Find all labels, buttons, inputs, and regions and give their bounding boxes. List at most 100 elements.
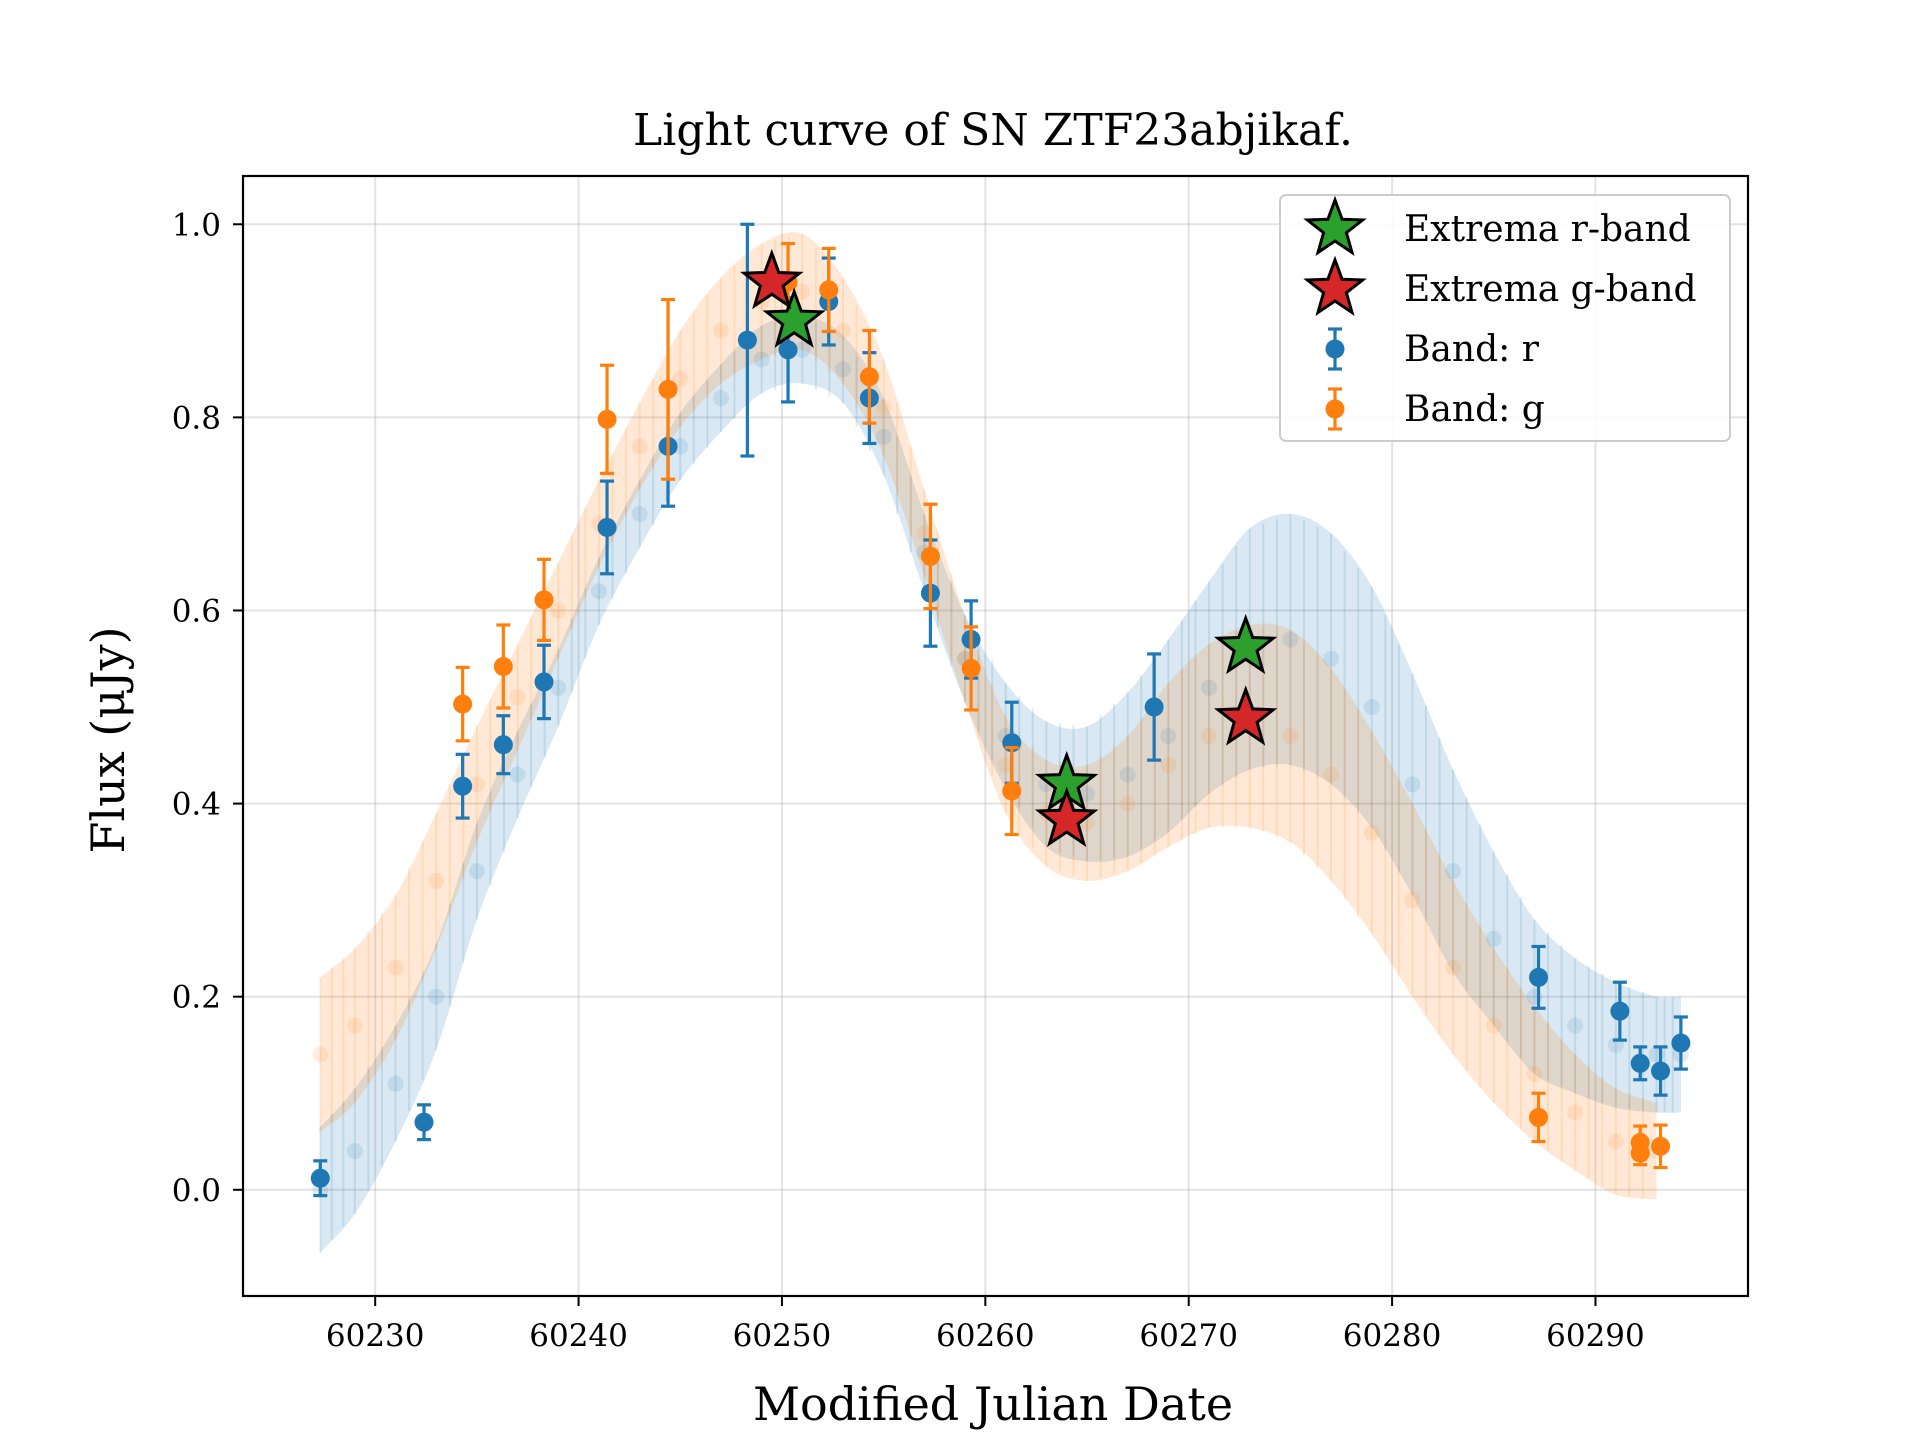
data-point: [453, 776, 473, 796]
data-point: [1144, 697, 1164, 717]
model-point: [712, 322, 729, 339]
model-point: [1119, 795, 1136, 812]
y-tick-label: 0.0: [172, 1173, 221, 1209]
y-axis-label: Flux (μJy): [81, 626, 135, 853]
data-point: [493, 735, 513, 755]
data-point: [737, 330, 757, 350]
data-point: [493, 656, 513, 676]
x-axis-label: Modified Julian Date: [753, 1377, 1233, 1431]
model-point: [875, 428, 892, 445]
axis-ticks: 60230 60240 60250 60260 60270 60280 60290 0.0 0.…: [172, 207, 1645, 1354]
model-point: [834, 322, 851, 339]
model-point: [997, 756, 1014, 773]
model-point: [312, 1046, 329, 1063]
data-point: [819, 280, 839, 300]
y-tick-label: 0.8: [172, 400, 221, 436]
model-point: [1445, 959, 1462, 976]
model-point: [1445, 863, 1462, 880]
model-point: [753, 351, 770, 368]
data-point: [1630, 1132, 1650, 1152]
model-point: [1363, 699, 1380, 716]
data-point: [597, 517, 617, 537]
model-point: [794, 341, 811, 358]
data-point: [1651, 1136, 1671, 1156]
legend-star-marker: [1303, 195, 1367, 257]
data-point: [453, 694, 473, 714]
model-point: [672, 370, 689, 387]
model-point: [794, 283, 811, 300]
x-tick-label: 60280: [1343, 1318, 1442, 1354]
data-point: [1630, 1053, 1650, 1073]
legend-star-marker: [1303, 255, 1367, 317]
y-tick-label: 0.4: [172, 787, 221, 823]
data-point: [920, 546, 940, 566]
data-point: [961, 658, 981, 678]
model-point: [1201, 728, 1218, 744]
extrema-star: [1034, 786, 1099, 848]
x-tick-label: 60260: [936, 1318, 1035, 1354]
data-point: [1610, 1001, 1630, 1021]
model-point: [550, 602, 567, 619]
model-point: [916, 525, 933, 542]
legend-label: Extrema g-band: [1404, 269, 1697, 310]
data-point: [778, 340, 798, 360]
model-point: [834, 361, 851, 378]
model-point: [631, 438, 648, 455]
data-point: [1529, 1107, 1549, 1127]
data-point: [414, 1112, 434, 1132]
model-point: [1160, 728, 1177, 744]
model-point: [875, 399, 892, 416]
data-point: [310, 1168, 330, 1188]
model-point: [509, 766, 526, 783]
data-point: [1671, 1033, 1691, 1053]
model-point: [468, 776, 485, 793]
extrema-star: [762, 287, 826, 348]
model-point: [1160, 756, 1177, 773]
legend-point-marker: [1325, 399, 1345, 419]
legend-frame: [1279, 194, 1731, 442]
data-point: [534, 672, 554, 692]
model-point: [428, 872, 445, 889]
legend-label: Band: g: [1404, 389, 1545, 430]
data-point: [534, 590, 554, 610]
model-point: [1485, 1017, 1502, 1034]
model-point: [1079, 785, 1096, 802]
model-point: [1485, 930, 1502, 947]
x-tick-label: 60290: [1546, 1318, 1645, 1354]
model-point: [1323, 650, 1340, 667]
chart-title: Light curve of SN ZTF23abjikaf.: [633, 105, 1353, 156]
data-point: [658, 379, 678, 399]
y-tick-label: 0.2: [172, 980, 221, 1016]
extrema-markers: [740, 248, 1278, 848]
model-point: [590, 583, 607, 600]
model-point: [1607, 1133, 1624, 1150]
data-point: [859, 367, 879, 387]
model-point: [1404, 892, 1421, 909]
legend-label: Extrema r-band: [1404, 209, 1691, 250]
model-point: [1282, 631, 1299, 648]
model-point: [550, 679, 567, 696]
model-point: [346, 1017, 363, 1034]
y-tick-label: 1.0: [172, 207, 221, 243]
model-point: [1526, 1065, 1543, 1082]
model-point: [1567, 1017, 1584, 1034]
extrema-star: [1213, 685, 1278, 746]
extrema-star: [1213, 613, 1278, 675]
model-point: [387, 959, 404, 976]
model-point: [1323, 766, 1340, 783]
model-point: [1404, 776, 1421, 793]
model-point: [712, 390, 729, 407]
data-point: [597, 409, 617, 429]
model-point: [509, 689, 526, 706]
model-point: [1363, 824, 1380, 841]
x-tick-label: 60230: [326, 1318, 425, 1354]
model-point: [631, 505, 648, 522]
extrema-star: [740, 248, 804, 310]
model-point: [1201, 679, 1218, 696]
model-point: [1567, 1104, 1584, 1121]
data-point: [1651, 1061, 1671, 1081]
model-point: [346, 1143, 363, 1160]
observed-points: [310, 222, 1691, 1198]
model-point: [1119, 766, 1136, 783]
